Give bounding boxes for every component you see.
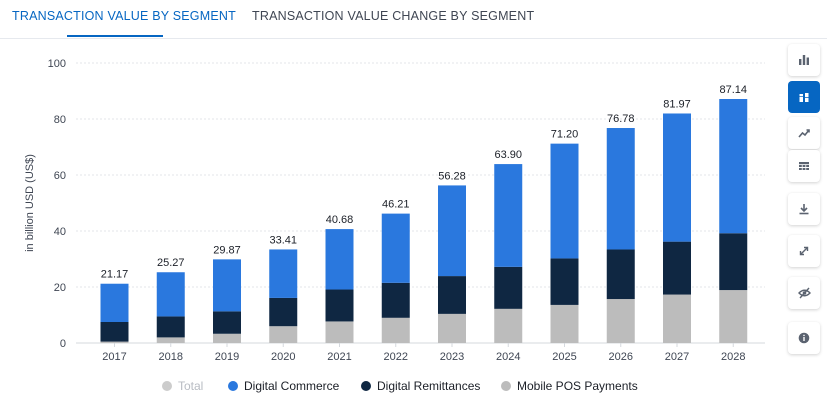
stacked-bar-chart-button[interactable] — [788, 81, 820, 113]
bar-segment-digital-commerce[interactable] — [213, 259, 241, 312]
data-label-total: 87.14 — [719, 84, 747, 96]
bar-segment-mobile-pos-payments[interactable] — [325, 321, 354, 343]
x-tick-label: 2021 — [327, 351, 351, 363]
data-label-total: 29.87 — [213, 244, 241, 256]
bar-segment-digital-remittances[interactable] — [719, 233, 748, 291]
data-label-total: 63.90 — [494, 149, 522, 161]
download-button[interactable] — [788, 193, 820, 225]
bar-segment-mobile-pos-payments[interactable] — [100, 341, 129, 343]
bar-segment-digital-commerce[interactable] — [325, 229, 354, 290]
bar-segment-mobile-pos-payments[interactable] — [663, 294, 691, 343]
bar-chart-button[interactable] — [788, 44, 820, 76]
bar-segment-digital-commerce[interactable] — [438, 185, 466, 277]
download-icon — [799, 204, 809, 215]
bar-segment-digital-remittances[interactable] — [325, 289, 354, 322]
y-tick-label: 40 — [54, 226, 66, 238]
x-tick-label: 2025 — [552, 351, 576, 363]
bar-chart-icon — [799, 55, 809, 65]
bar-segment-digital-remittances[interactable] — [438, 276, 466, 314]
line-chart-button[interactable] — [788, 117, 820, 149]
data-label-total: 40.68 — [326, 214, 354, 226]
info-button[interactable] — [788, 322, 820, 354]
bar-segment-digital-commerce[interactable] — [663, 113, 691, 242]
bar-segment-digital-commerce[interactable] — [381, 213, 410, 283]
x-tick-label: 2027 — [665, 351, 689, 363]
bar-segment-digital-remittances[interactable] — [269, 297, 298, 327]
bar-segment-digital-remittances[interactable] — [213, 311, 241, 334]
bar-segment-mobile-pos-payments[interactable] — [381, 317, 410, 343]
bar-segment-mobile-pos-payments[interactable] — [156, 337, 185, 343]
y-tick-label: 100 — [48, 58, 66, 70]
bar-segment-digital-remittances[interactable] — [606, 249, 635, 300]
data-label-total: 81.97 — [663, 98, 691, 110]
bar-segment-digital-remittances[interactable] — [494, 266, 523, 309]
legend-item-mobile-pos-payments-marker[interactable] — [501, 381, 511, 391]
data-label-total: 21.17 — [101, 269, 129, 281]
data-label-total: 76.78 — [607, 113, 635, 125]
legend-item-mobile-pos-payments-label: Mobile POS Payments — [517, 379, 638, 393]
x-tick-label: 2019 — [215, 351, 239, 363]
bar-segment-mobile-pos-payments[interactable] — [606, 299, 635, 343]
x-tick-label: 2017 — [102, 351, 126, 363]
bar-segment-mobile-pos-payments[interactable] — [719, 290, 748, 343]
tab-bar: TRANSACTION VALUE BY SEGMENT TRANSACTION… — [0, 0, 827, 39]
x-tick-label: 2023 — [440, 351, 464, 363]
data-label-total: 25.27 — [157, 257, 185, 269]
hide-button[interactable] — [788, 277, 820, 309]
tab-transaction-value-by-segment[interactable]: TRANSACTION VALUE BY SEGMENT — [12, 9, 236, 23]
table-button[interactable] — [788, 150, 820, 182]
active-tab-indicator — [67, 35, 163, 37]
bar-segment-mobile-pos-payments[interactable] — [269, 326, 298, 343]
y-axis-title: in billion USD (US$) — [24, 154, 36, 252]
fullscreen-button[interactable] — [788, 235, 820, 267]
legend-item-total-label: Total — [178, 379, 203, 393]
y-tick-label: 60 — [54, 170, 66, 182]
bar-segment-digital-commerce[interactable] — [719, 99, 748, 234]
bar-segment-digital-commerce[interactable] — [269, 249, 298, 298]
bar-segment-digital-remittances[interactable] — [156, 316, 185, 338]
table-icon — [799, 162, 809, 170]
hide-icon — [797, 287, 811, 299]
bar-segment-mobile-pos-payments[interactable] — [550, 304, 579, 343]
bar-segment-digital-commerce[interactable] — [606, 128, 635, 250]
stacked-bar-chart-icon — [799, 93, 809, 102]
bar-segment-digital-commerce[interactable] — [100, 283, 129, 322]
data-label-total: 71.20 — [551, 129, 579, 141]
info-icon — [798, 332, 810, 344]
bar-segment-digital-remittances[interactable] — [663, 241, 691, 295]
bar-segment-digital-commerce[interactable] — [156, 272, 185, 317]
legend-item-digital-remittances-marker[interactable] — [361, 381, 371, 391]
bar-segment-digital-commerce[interactable] — [550, 143, 579, 259]
legend-item-total-marker[interactable] — [162, 381, 172, 391]
x-tick-label: 2028 — [721, 351, 745, 363]
legend-item-digital-commerce-label: Digital Commerce — [244, 379, 340, 393]
legend-item-digital-remittances-label: Digital Remittances — [377, 379, 480, 393]
line-chart-icon — [798, 129, 810, 138]
bar-segment-digital-remittances[interactable] — [100, 322, 129, 342]
bar-segment-mobile-pos-payments[interactable] — [213, 333, 241, 343]
y-tick-label: 80 — [54, 114, 66, 126]
x-tick-label: 2024 — [496, 351, 520, 363]
x-tick-label: 2022 — [384, 351, 408, 363]
bar-segment-digital-commerce[interactable] — [494, 164, 523, 267]
bar-segment-digital-remittances[interactable] — [550, 258, 579, 305]
tab-transaction-value-change-by-segment[interactable]: TRANSACTION VALUE CHANGE BY SEGMENT — [252, 9, 535, 23]
legend-item-digital-commerce-marker[interactable] — [228, 381, 238, 391]
bar-segment-digital-remittances[interactable] — [381, 282, 410, 318]
bar-segment-mobile-pos-payments[interactable] — [494, 308, 523, 343]
x-tick-label: 2020 — [271, 351, 295, 363]
x-tick-label: 2018 — [159, 351, 183, 363]
x-tick-label: 2026 — [609, 351, 633, 363]
data-label-total: 46.21 — [382, 199, 410, 211]
data-label-total: 56.28 — [438, 170, 466, 182]
fullscreen-icon — [799, 246, 809, 256]
data-label-total: 33.41 — [269, 234, 297, 246]
y-tick-label: 0 — [60, 338, 66, 350]
y-tick-label: 20 — [54, 282, 66, 294]
bar-segment-mobile-pos-payments[interactable] — [438, 313, 466, 343]
